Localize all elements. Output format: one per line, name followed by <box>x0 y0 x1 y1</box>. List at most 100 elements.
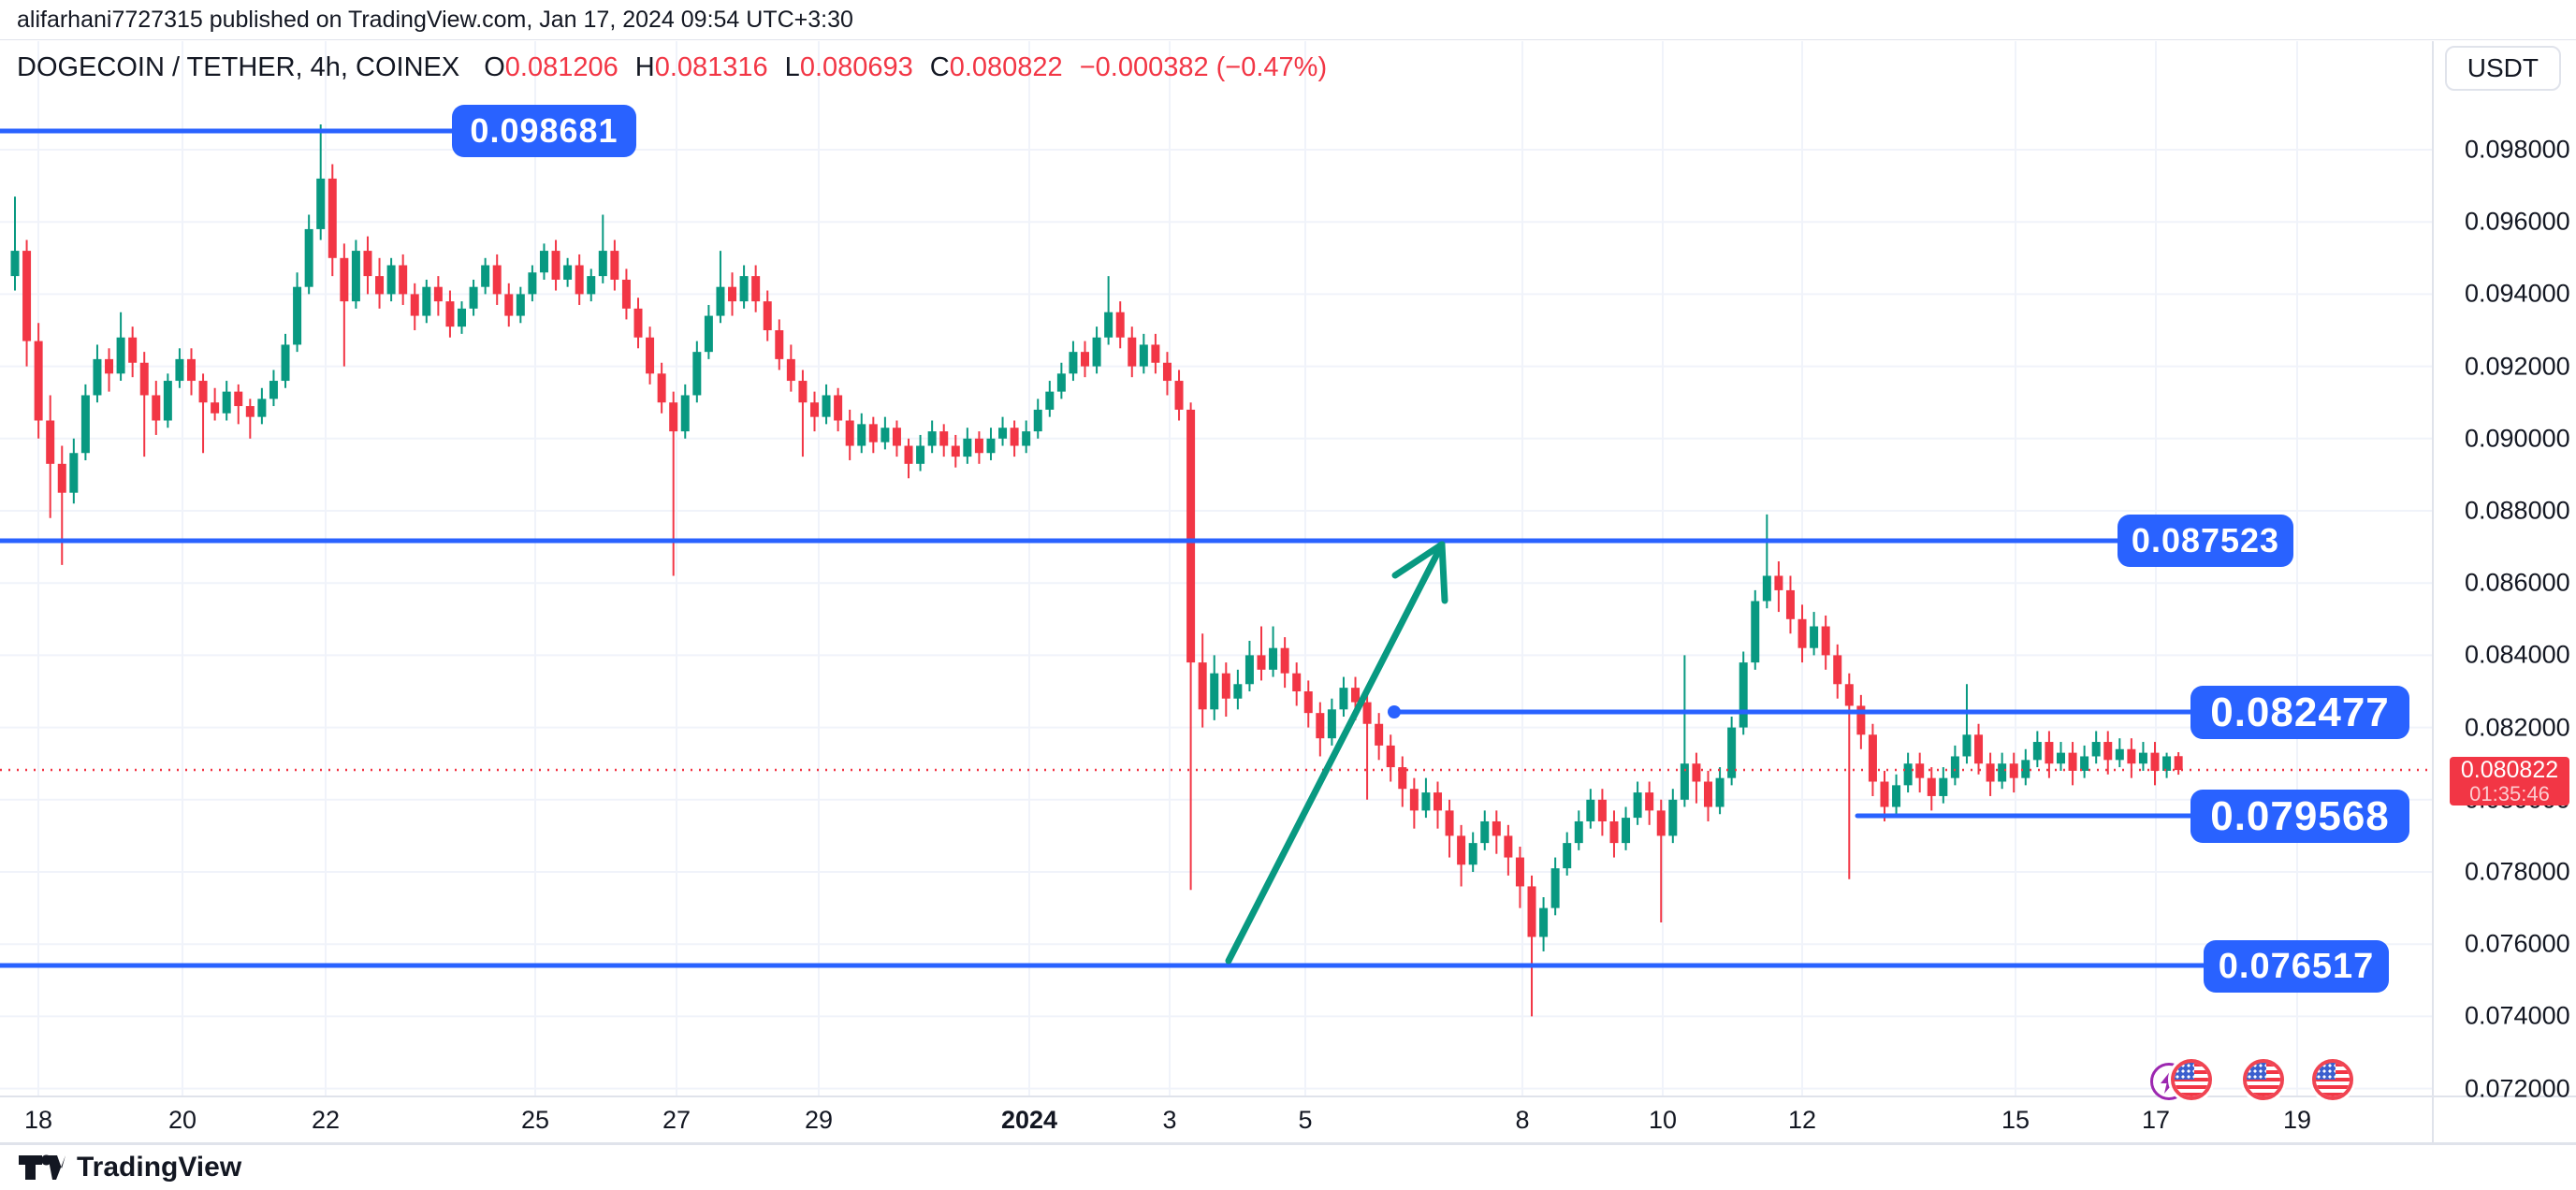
candle-body[interactable] <box>458 308 467 327</box>
candle-body[interactable] <box>57 463 66 493</box>
candle-body[interactable] <box>245 406 255 417</box>
candle-body[interactable] <box>1539 907 1549 937</box>
candle-body[interactable] <box>175 358 184 382</box>
candle-body[interactable] <box>680 395 690 432</box>
candle-body[interactable] <box>46 420 55 464</box>
candle-body[interactable] <box>304 228 313 287</box>
candle-body[interactable] <box>1515 857 1524 887</box>
candle-body[interactable] <box>763 301 772 330</box>
candle-body[interactable] <box>845 420 854 446</box>
candle-body[interactable] <box>1492 820 1501 836</box>
candle-body[interactable] <box>516 294 525 316</box>
candle-body[interactable] <box>469 286 478 309</box>
candle-body[interactable] <box>1303 691 1313 714</box>
candle-body[interactable] <box>1597 799 1607 821</box>
candle-body[interactable] <box>1880 781 1889 807</box>
candle-body[interactable] <box>1280 647 1289 674</box>
candle-body[interactable] <box>868 424 878 443</box>
candle-body[interactable] <box>2127 748 2136 764</box>
candle-body[interactable] <box>669 402 678 432</box>
candle-body[interactable] <box>1574 820 1583 844</box>
candle-body[interactable] <box>139 362 149 396</box>
candle-body[interactable] <box>1386 745 1395 768</box>
candle-body[interactable] <box>1480 820 1490 844</box>
candle-body[interactable] <box>1375 723 1384 746</box>
candle-body[interactable] <box>610 251 619 280</box>
candle-body[interactable] <box>2162 756 2172 771</box>
candle-body[interactable] <box>10 251 20 277</box>
candle-body[interactable] <box>539 251 548 273</box>
candle-body[interactable] <box>1445 810 1454 836</box>
candle-body[interactable] <box>1174 381 1184 410</box>
candle-body[interactable] <box>1504 835 1513 858</box>
candle-body[interactable] <box>822 395 831 417</box>
candle-body[interactable] <box>327 178 337 258</box>
candle-body[interactable] <box>2056 752 2065 764</box>
candle-body[interactable] <box>2115 748 2124 761</box>
candle-body[interactable] <box>257 399 267 417</box>
candle-body[interactable] <box>1692 763 1701 782</box>
candle-body[interactable] <box>1727 727 1737 778</box>
candle-body[interactable] <box>2032 742 2042 761</box>
tradingview-logo-icon[interactable] <box>19 1151 65 1184</box>
candle-body[interactable] <box>186 358 196 382</box>
candle-body[interactable] <box>951 445 960 457</box>
candle-body[interactable] <box>1081 352 1090 367</box>
candle-body[interactable] <box>1892 785 1901 807</box>
footer-brand[interactable]: TradingView <box>77 1152 242 1183</box>
candle-body[interactable] <box>1139 344 1148 367</box>
candle-body[interactable] <box>1244 655 1254 685</box>
candle-body[interactable] <box>386 265 396 295</box>
candle-body[interactable] <box>1421 792 1431 811</box>
candle-body[interactable] <box>1785 589 1795 619</box>
candle-body[interactable] <box>234 391 243 407</box>
price-level-label[interactable]: 0.076517 <box>2204 940 2389 993</box>
candle-body[interactable] <box>1739 662 1748 728</box>
candle-body[interactable] <box>1115 312 1125 338</box>
candle-body[interactable] <box>1104 312 1113 338</box>
candle-body[interactable] <box>1821 626 1830 656</box>
candle-body[interactable] <box>633 308 643 338</box>
candle-body[interactable] <box>1950 756 1959 778</box>
candle-body[interactable] <box>504 294 514 316</box>
candle-body[interactable] <box>1527 886 1536 937</box>
candle-body[interactable] <box>1045 391 1055 410</box>
candle-body[interactable] <box>2174 756 2183 771</box>
candle-body[interactable] <box>646 337 655 374</box>
level-anchor-dot[interactable] <box>1388 705 1401 718</box>
candle-body[interactable] <box>2091 742 2101 757</box>
candle-body[interactable] <box>481 265 490 287</box>
candle-body[interactable] <box>1092 337 1101 367</box>
candle-body[interactable] <box>2138 752 2147 764</box>
candle-body[interactable] <box>1162 362 1172 382</box>
price-level-label[interactable]: 0.087523 <box>2118 515 2293 567</box>
candle-body[interactable] <box>22 251 32 341</box>
candle-body[interactable] <box>692 352 702 396</box>
candle-body[interactable] <box>1550 868 1560 908</box>
candle-body[interactable] <box>880 428 890 443</box>
candle-body[interactable] <box>598 251 607 277</box>
candle-body[interactable] <box>986 438 996 454</box>
candle-body[interactable] <box>116 337 125 374</box>
symbol-title[interactable]: DOGECOIN / TETHER, 4h, COINEX <box>17 51 460 82</box>
candle-body[interactable] <box>728 286 737 302</box>
candle-body[interactable] <box>1762 575 1771 602</box>
candle-body[interactable] <box>410 294 419 316</box>
candle-body[interactable] <box>2103 742 2113 761</box>
candle-body[interactable] <box>1609 820 1619 844</box>
candle-body[interactable] <box>809 402 819 417</box>
candle-body[interactable] <box>551 251 560 280</box>
candle-body[interactable] <box>1974 734 1984 764</box>
candle-body[interactable] <box>1327 709 1336 739</box>
candle-body[interactable] <box>399 265 408 295</box>
candle-body[interactable] <box>528 272 537 295</box>
candle-body[interactable] <box>1409 789 1419 811</box>
candle-body[interactable] <box>1433 792 1442 811</box>
candle-body[interactable] <box>211 402 220 414</box>
candle-body[interactable] <box>198 381 208 403</box>
candle-body[interactable] <box>1210 673 1219 710</box>
candle-body[interactable] <box>2080 756 2089 771</box>
candle-body[interactable] <box>1198 662 1207 710</box>
candle-body[interactable] <box>1010 428 1019 446</box>
